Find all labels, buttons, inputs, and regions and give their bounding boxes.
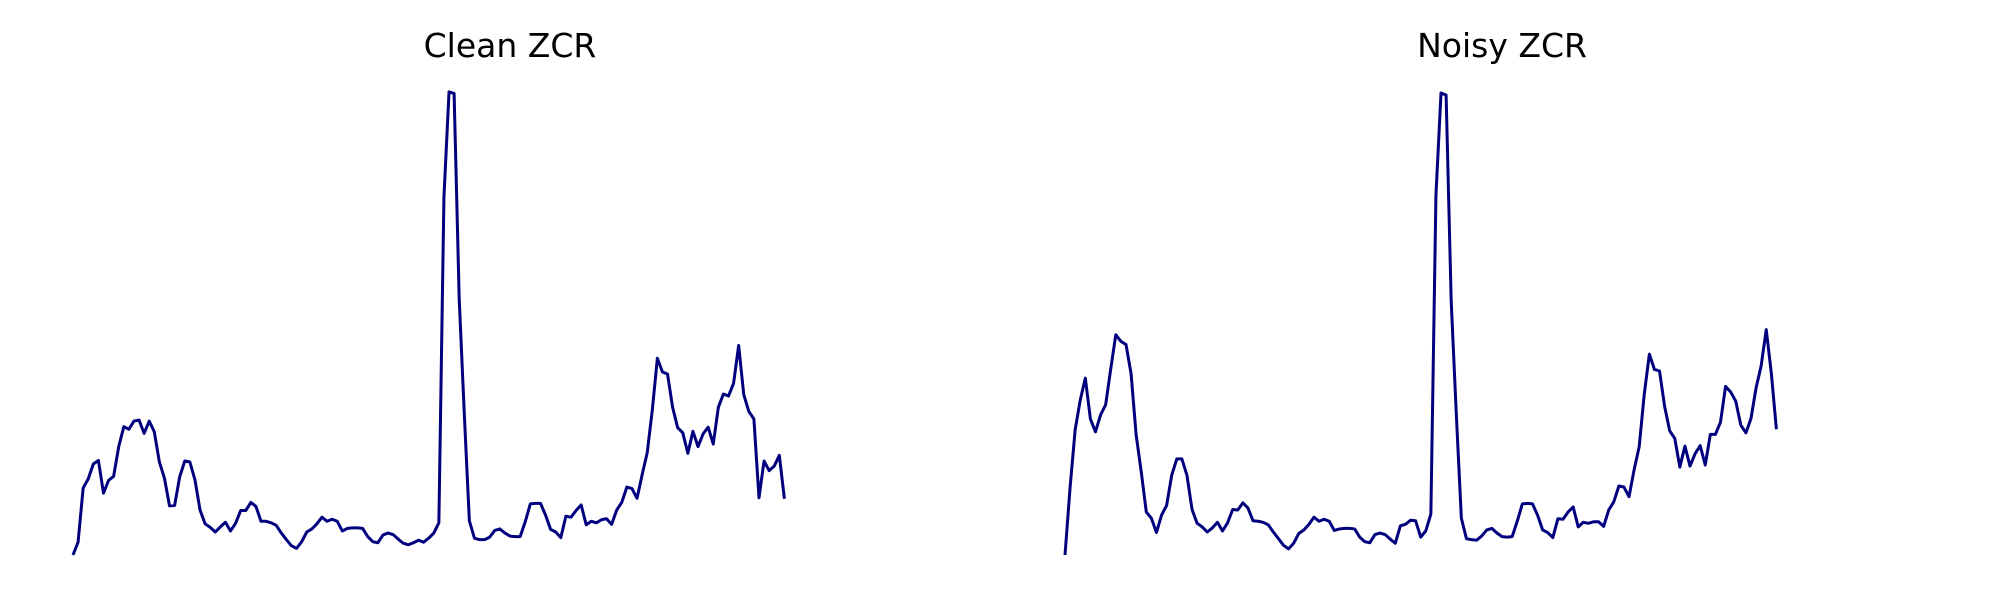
series-line-clean-0 bbox=[71, 90, 786, 556]
chart-title-clean-zcr: Clean ZCR bbox=[423, 26, 597, 65]
series-line-noisy-0 bbox=[1063, 91, 1778, 556]
chart-title-noisy-zcr: Noisy ZCR bbox=[1417, 26, 1587, 65]
